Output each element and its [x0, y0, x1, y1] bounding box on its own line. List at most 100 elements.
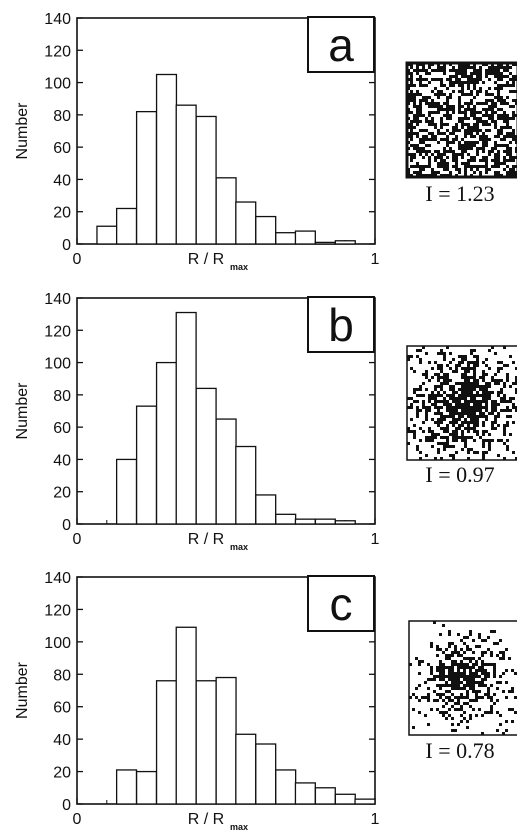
- inset-pixel: [482, 394, 485, 397]
- inset-pixel: [472, 651, 475, 654]
- y-tick-label: 0: [62, 797, 71, 814]
- inset-pixel: [451, 651, 454, 654]
- inset-pixel: [431, 391, 434, 394]
- inset-pixel: [473, 421, 476, 424]
- inset-pixel: [464, 129, 467, 132]
- inset-pixel: [470, 66, 473, 69]
- inset-pixel: [416, 72, 419, 75]
- inset-pixel: [457, 678, 460, 681]
- inset-pixel: [419, 75, 422, 78]
- inset-pixel: [451, 681, 454, 684]
- inset-pixel: [452, 159, 455, 162]
- inset-pixel: [424, 696, 427, 699]
- inset-pixel: [485, 373, 488, 376]
- inset-pixel: [497, 90, 500, 93]
- inset-pixel: [427, 663, 430, 666]
- inset-pixel: [440, 69, 443, 72]
- inset-pixel: [410, 135, 413, 138]
- inset-pixel: [500, 144, 503, 147]
- inset-pixel: [449, 388, 452, 391]
- inset-pixel: [440, 427, 443, 430]
- inset-pixel: [470, 81, 473, 84]
- inset-pixel: [482, 141, 485, 144]
- inset-pixel: [443, 93, 446, 96]
- inset-pixel: [440, 370, 443, 373]
- inset-pixel: [451, 654, 454, 657]
- inset-pixel: [488, 138, 491, 141]
- inset-pixel: [440, 418, 443, 421]
- inset-pixel: [512, 406, 515, 409]
- inset-pixel: [490, 696, 493, 699]
- inset-pixel: [418, 684, 421, 687]
- inset-pixel: [458, 129, 461, 132]
- inset-pixel: [482, 81, 485, 84]
- inset-pixel: [434, 102, 437, 105]
- inset-pixel: [487, 672, 490, 675]
- inset-pixel: [476, 150, 479, 153]
- inset-pixel: [500, 66, 503, 69]
- inset-pattern-image: [406, 345, 517, 461]
- inset-pixel: [440, 385, 443, 388]
- histogram-bar: [235, 733, 257, 805]
- inset-pixel: [455, 397, 458, 400]
- inset-pixel: [440, 117, 443, 120]
- inset-pixel: [458, 400, 461, 403]
- inset-pixel: [491, 421, 494, 424]
- inset-pixel: [416, 69, 419, 72]
- inset-pixel: [413, 132, 416, 135]
- y-axis-label: Number: [14, 661, 31, 719]
- inset-pixel: [436, 666, 439, 669]
- inset-pixel: [475, 696, 478, 699]
- inset-pixel: [431, 102, 434, 105]
- inset-pixel: [482, 445, 485, 448]
- inset-pixel: [440, 382, 443, 385]
- inset-pixel: [506, 132, 509, 135]
- inset-pixel: [469, 648, 472, 651]
- inset-pixel: [443, 391, 446, 394]
- inset-pixel: [485, 156, 488, 159]
- inset-pixel: [461, 415, 464, 418]
- inset-pixel: [488, 108, 491, 111]
- inset-pixel: [502, 732, 505, 735]
- inset-pixel: [437, 367, 440, 370]
- inset-pixel: [431, 436, 434, 439]
- inset-pixel: [455, 159, 458, 162]
- inset-pixel: [494, 72, 497, 75]
- inset-pixel: [503, 135, 506, 138]
- inset-pixel: [458, 355, 461, 358]
- inset-pixel: [431, 403, 434, 406]
- inset-pixel: [476, 358, 479, 361]
- x-tick-label: 1: [371, 251, 380, 268]
- inset-pixel: [446, 394, 449, 397]
- inset-pixel: [512, 75, 515, 78]
- inset-pixel: [497, 135, 500, 138]
- inset-pixel: [422, 403, 425, 406]
- inset-pixel: [463, 657, 466, 660]
- inset-pixel: [488, 349, 491, 352]
- inset-pixel: [413, 370, 416, 373]
- inset-pixel: [419, 147, 422, 150]
- inset-pixel: [512, 138, 515, 141]
- inset-pixel: [464, 436, 467, 439]
- inset-pixel: [485, 364, 488, 367]
- inset-pixel: [488, 93, 491, 96]
- inset-pixel: [500, 132, 503, 135]
- inset-pixel: [407, 427, 410, 430]
- inset-pixel: [464, 168, 467, 171]
- inset-pixel: [422, 84, 425, 87]
- inset-pixel: [428, 114, 431, 117]
- inset-pixel: [467, 141, 470, 144]
- inset-pixel: [503, 126, 506, 129]
- inset-pixel: [500, 388, 503, 391]
- inset-pixel: [452, 445, 455, 448]
- inset-pixel: [446, 111, 449, 114]
- inset-pixel: [482, 379, 485, 382]
- inset-pixel: [503, 364, 506, 367]
- inset-pixel: [439, 684, 442, 687]
- inset-pixel: [488, 150, 491, 153]
- inset-pixel: [478, 675, 481, 678]
- histogram-bar: [115, 207, 138, 245]
- inset-pixel: [455, 367, 458, 370]
- inset-pixel: [452, 409, 455, 412]
- inset-pixel: [487, 675, 490, 678]
